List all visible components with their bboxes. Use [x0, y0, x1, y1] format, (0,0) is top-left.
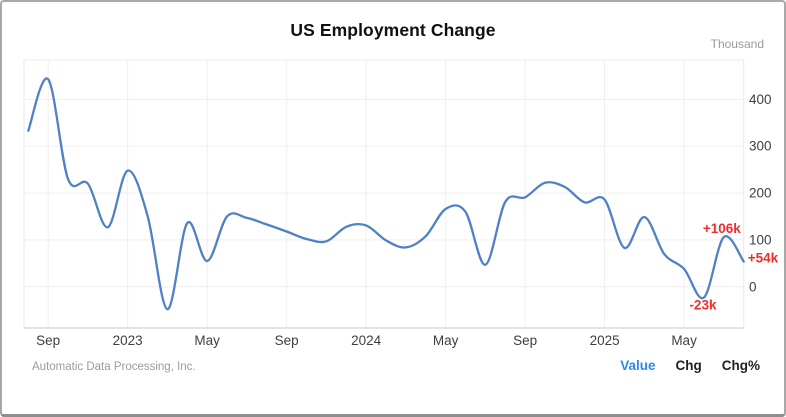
x-axis-label: 2023	[113, 333, 143, 348]
y-axis-label: 0	[749, 279, 757, 294]
annotation-label: +54k	[748, 250, 779, 265]
annotation-label: -23k	[689, 298, 717, 313]
y-axis-label: 100	[749, 232, 772, 247]
x-axis-label: May	[194, 333, 220, 348]
x-axis-label: Sep	[513, 333, 537, 348]
plot-border	[23, 59, 745, 329]
source-label: Automatic Data Processing, Inc.	[32, 361, 196, 373]
x-axis-label: Sep	[36, 333, 60, 348]
x-axis-label: 2025	[590, 333, 620, 348]
chart-title: US Employment Change	[290, 20, 496, 40]
tab-value[interactable]: Value	[620, 358, 656, 373]
tab-chg[interactable]: Chg	[675, 358, 702, 373]
x-axis-label: May	[671, 333, 697, 348]
x-axis-label: Sep	[275, 333, 299, 348]
view-tabs: Value Chg Chg%	[620, 358, 760, 373]
y-axis-label: 300	[749, 139, 772, 154]
x-axis-label: 2024	[351, 333, 382, 348]
y-axis-unit-label: Thousand	[710, 37, 764, 51]
x-axis-label: May	[433, 333, 459, 348]
y-axis-label: 200	[749, 186, 772, 201]
tab-chgpct[interactable]: Chg%	[721, 358, 760, 373]
y-axis-label: 400	[749, 92, 772, 107]
employment-line	[27, 77, 745, 311]
annotation-label: +106k	[703, 221, 741, 236]
